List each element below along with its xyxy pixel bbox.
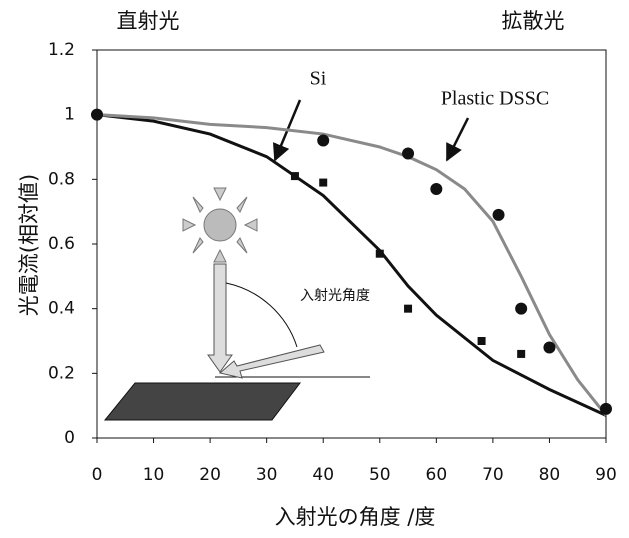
data-point: [91, 109, 103, 121]
chart: 直射光 拡散光 入射光の角度 /度 光電流(相対値) 入射光角度 Si Plas…: [0, 0, 629, 534]
data-point: [430, 183, 442, 195]
y-tick-label: 0.6: [48, 234, 75, 254]
data-point: [543, 341, 555, 353]
y-tick-label: 0: [64, 428, 75, 448]
data-point: [493, 209, 505, 221]
inset-label: 入射光角度: [300, 288, 370, 304]
x-tick-label: 50: [369, 465, 391, 485]
series-line: [97, 115, 606, 416]
x-tick-label: 90: [595, 465, 617, 485]
top-label: 拡散光: [502, 9, 565, 33]
x-tick-label: 70: [482, 465, 504, 485]
x-tick-label: 10: [143, 465, 165, 485]
data-point: [291, 172, 299, 180]
data-point: [478, 337, 486, 345]
illustration: [105, 188, 370, 420]
data-point: [517, 350, 525, 358]
y-tick-label: 0.2: [48, 363, 75, 383]
page: 直射光 拡散光 入射光の角度 /度 光電流(相対値) 入射光角度 Si Plas…: [0, 0, 629, 538]
x-tick-label: 30: [256, 465, 278, 485]
annotation-arrow: [447, 118, 468, 160]
x-axis-label: 入射光の角度 /度: [275, 505, 436, 529]
data-point: [600, 403, 612, 415]
data-point: [319, 179, 327, 187]
x-tick-label: 40: [312, 465, 334, 485]
y-tick-label: 0.8: [48, 169, 75, 189]
series-line: [97, 115, 606, 416]
series-label: Si: [310, 68, 327, 90]
top-label: 直射光: [117, 9, 180, 33]
data-point: [515, 303, 527, 315]
x-tick-label: 0: [92, 465, 103, 485]
series-label: Plastic DSSC: [441, 88, 549, 110]
y-tick-label: 1.2: [48, 40, 75, 60]
y-axis-label: 光電流(相対値): [17, 174, 41, 316]
y-tick-label: 1: [64, 105, 75, 125]
data-point: [402, 147, 414, 159]
data-point: [404, 305, 412, 313]
x-tick-label: 60: [426, 465, 448, 485]
data-point: [317, 135, 329, 147]
x-tick-label: 80: [539, 465, 561, 485]
x-tick-label: 20: [199, 465, 221, 485]
y-tick-label: 0.4: [48, 299, 75, 319]
data-point: [376, 250, 384, 258]
